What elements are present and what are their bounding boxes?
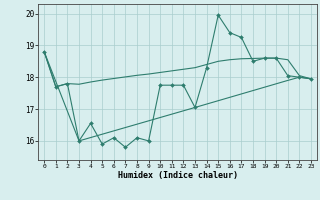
X-axis label: Humidex (Indice chaleur): Humidex (Indice chaleur) [118, 171, 238, 180]
